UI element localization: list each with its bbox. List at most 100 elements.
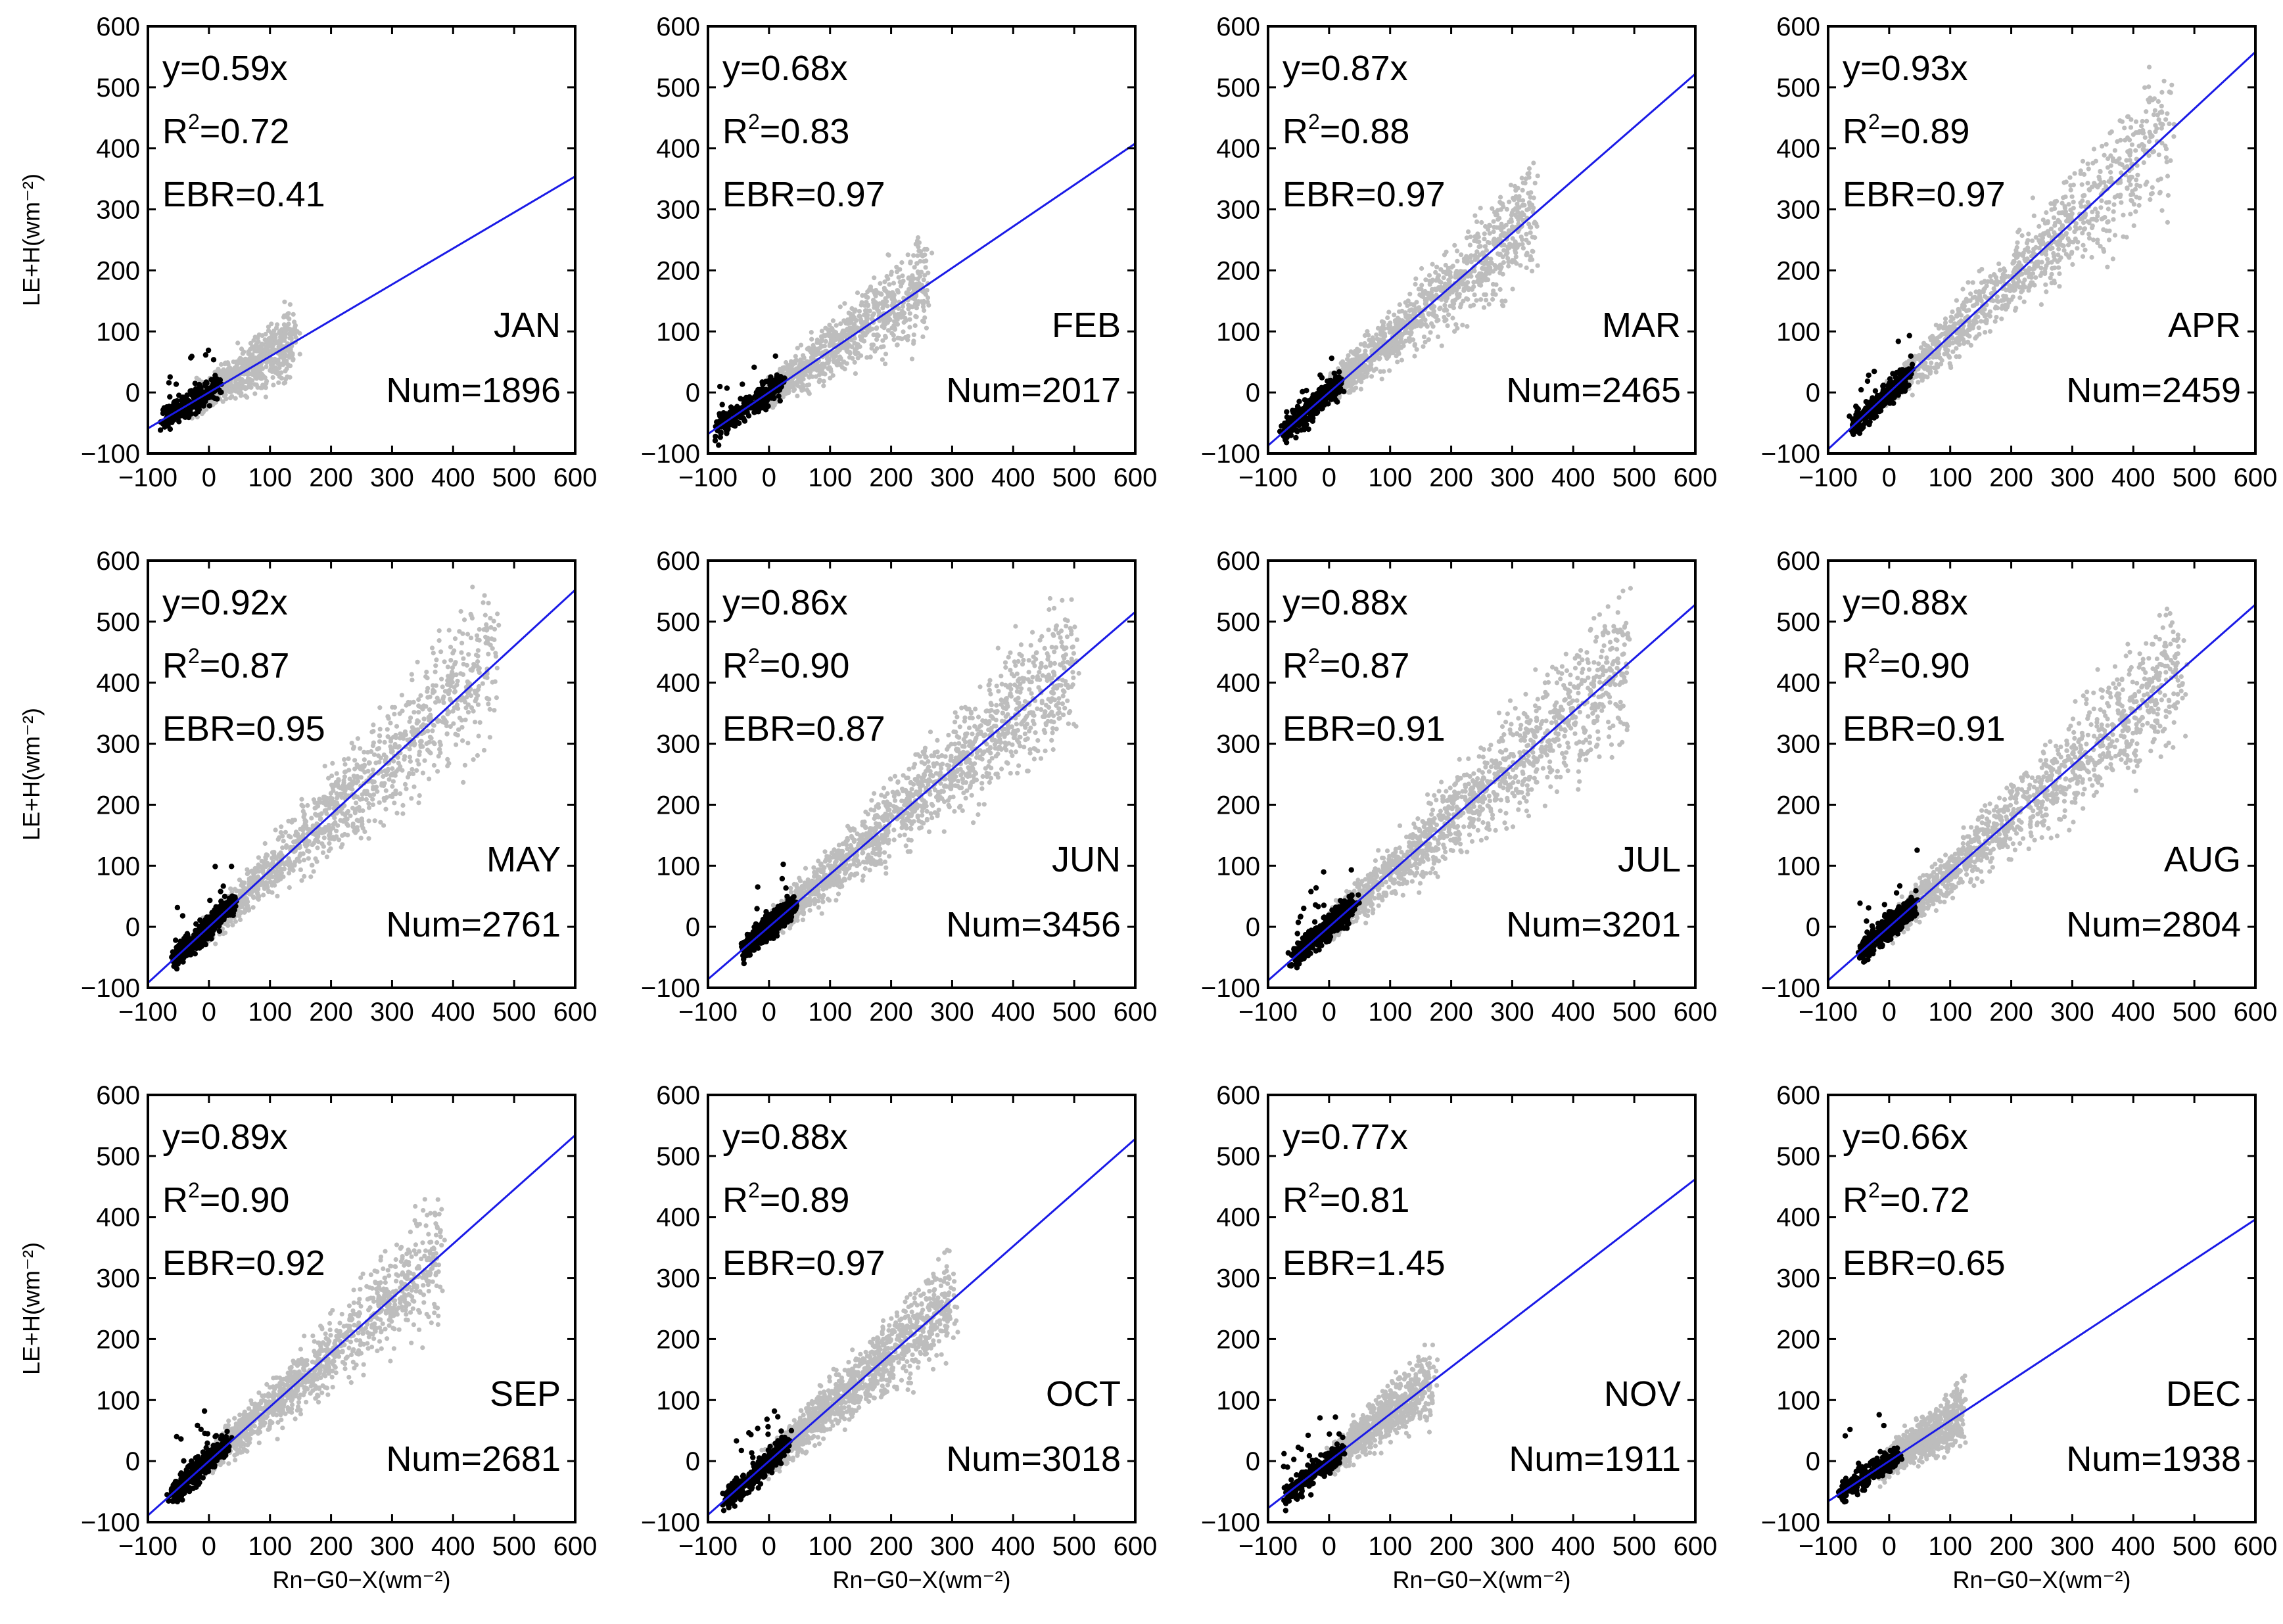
gray-point [2104,142,2109,147]
gray-point [924,246,930,252]
gray-point [845,344,851,349]
y-tick-label: 500 [1216,74,1260,103]
gray-point [889,269,894,275]
gray-point [2081,220,2086,225]
gray-point [2085,181,2090,186]
gray-point [1497,287,1503,292]
gray-point [2059,200,2065,206]
gray-point [264,364,269,369]
y-tick-label: 500 [96,74,140,103]
gray-point [1449,290,1455,295]
gray-point [2059,223,2065,228]
gray-point [2163,143,2168,149]
gray-point [908,259,913,264]
gray-point [1992,319,1998,324]
gray-point [1409,330,1414,335]
gray-point [2049,260,2054,265]
gray-point [1945,348,1950,353]
black-point [751,394,758,400]
gray-point [252,348,258,354]
gray-point [2110,156,2115,161]
gray-point [2036,223,2042,229]
gray-point [1970,295,1975,300]
gray-point [2158,121,2163,126]
gray-point [269,337,274,342]
gray-point [900,304,905,309]
gray-point [2091,147,2097,152]
black-point [1313,410,1319,416]
gray-point [1505,256,1511,261]
gray-point [1501,260,1506,265]
gray-point [1346,353,1351,358]
gray-point [1996,261,2002,266]
gray-point [801,355,807,361]
gray-point [2038,273,2043,278]
gray-point [235,340,241,346]
gray-point [287,302,293,307]
black-point [1309,396,1315,402]
gray-point [2150,185,2155,190]
gray-point [2044,289,2049,294]
y-tick-label: 300 [656,196,700,225]
gray-point [1455,325,1460,331]
gray-point [910,296,915,301]
black-point [1331,370,1337,377]
gray-point [2112,195,2117,200]
gray-point [1526,241,1532,246]
gray-point [2055,259,2060,264]
x-tick-label: 300 [1490,463,1534,492]
gray-point [2079,182,2084,187]
gray-point [900,308,905,313]
gray-point [819,361,824,367]
gray-point [1528,195,1533,200]
gray-point [1983,319,1988,324]
gray-point [864,300,869,305]
gray-point [2159,208,2165,213]
gray-point [2057,271,2062,277]
gray-point [1442,318,1447,323]
gray-point [899,281,905,286]
gray-point [2028,283,2033,289]
gray-point [784,360,789,365]
gray-point [245,377,250,383]
gray-point [2045,256,2050,262]
gray-point [2171,134,2177,139]
gray-point [2099,180,2104,185]
gray-point [924,288,930,293]
gray-point [1946,342,1952,347]
y-tick-label: 300 [1216,196,1260,225]
gray-point [905,252,910,258]
gray-point [916,271,921,276]
gray-point [1446,266,1451,271]
gray-point [1968,291,1973,296]
y-tick-label: 200 [96,256,140,285]
gray-point [2023,285,2028,290]
gray-point [2056,246,2061,252]
gray-point [822,371,828,377]
gray-point [1968,342,1973,348]
gray-point [2024,241,2030,246]
gray-point [2070,262,2075,267]
gray-point [1487,231,1492,236]
gray-point [853,352,859,357]
gray-point [1936,325,1942,331]
gray-point [883,333,888,338]
y-tick-label: 100 [96,317,140,346]
gray-point [2019,233,2025,239]
black-point [1310,392,1316,398]
gray-point [1386,310,1392,315]
gray-point [2042,221,2048,226]
gray-point [857,309,862,314]
gray-point [218,361,224,367]
gray-point [1467,243,1472,248]
gray-point [2025,245,2031,250]
gray-point [1513,254,1518,260]
gray-point [1385,315,1390,321]
gray-point [828,375,833,381]
gray-point [875,302,880,307]
gray-point [1442,302,1447,308]
gray-point [1532,221,1537,226]
black-point [196,381,202,388]
gray-point [1939,361,1944,367]
gray-point [1513,188,1518,193]
